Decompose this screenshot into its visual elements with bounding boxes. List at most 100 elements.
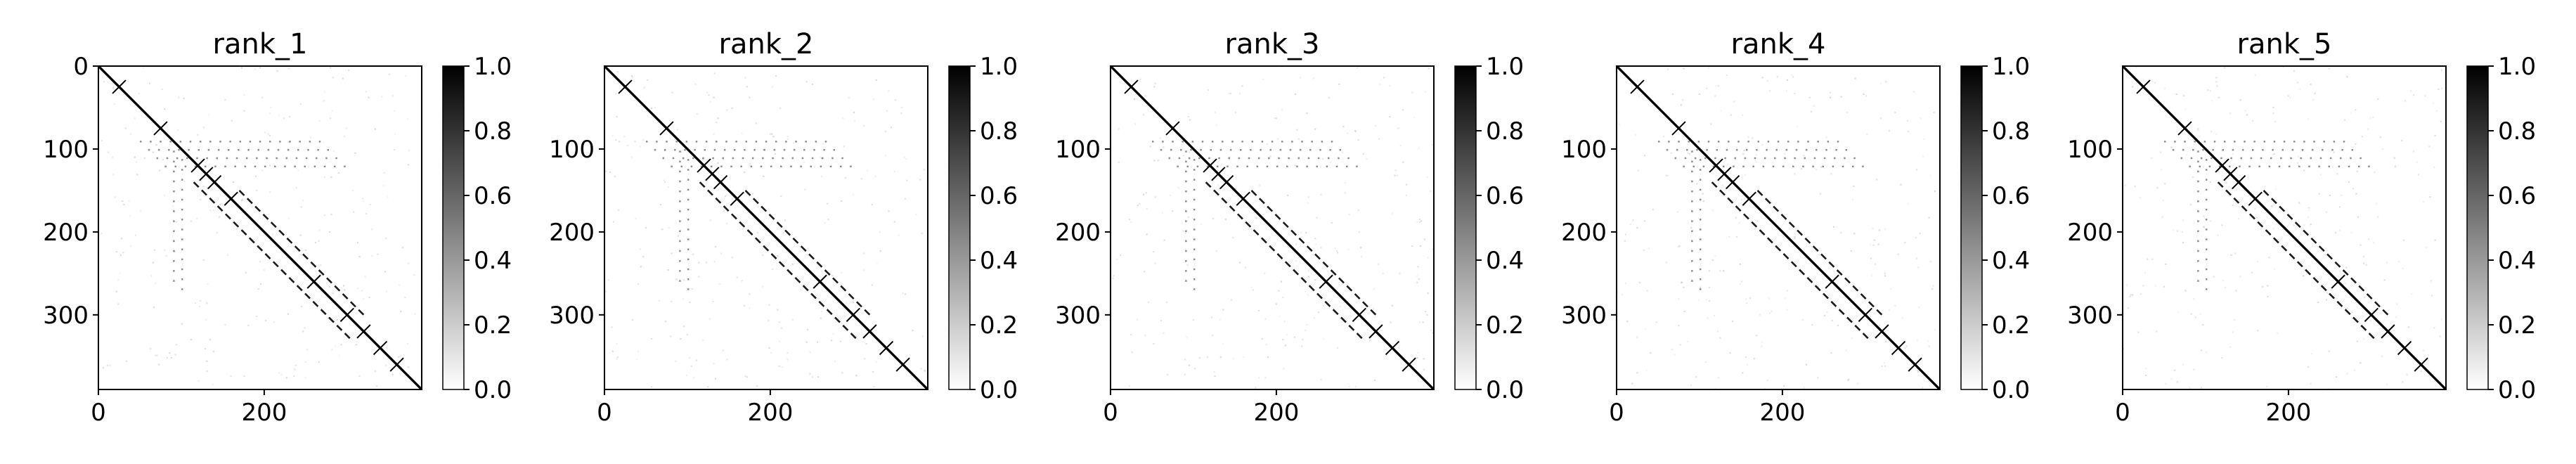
speckle-cell xyxy=(1322,304,1325,307)
sparse-cell xyxy=(1219,148,1222,151)
speckle-cell xyxy=(1158,160,1160,162)
speckle-cell xyxy=(2192,176,2194,179)
speckle-cell xyxy=(1897,253,1900,255)
speckle-cell xyxy=(261,96,264,98)
sparse-cell xyxy=(1170,148,1172,151)
colorbar-tick-label: 0.6 xyxy=(1486,182,1524,210)
speckle-cell xyxy=(876,262,879,264)
speckle-cell xyxy=(2185,154,2187,156)
speckle-cell xyxy=(1697,299,1700,301)
speckle-cell xyxy=(1257,309,1260,311)
speckle-cell xyxy=(741,132,743,134)
speckle-cell xyxy=(288,67,290,70)
speckle-cell xyxy=(1678,245,1680,248)
x-tick-label: 200 xyxy=(747,399,793,427)
sparse-cell xyxy=(1266,165,1269,168)
sparse-cell xyxy=(1763,157,1766,160)
sparse-cell xyxy=(1837,141,1839,143)
speckle-cell xyxy=(2401,139,2403,142)
sparse-cell xyxy=(760,165,763,168)
sparse-cell xyxy=(318,141,321,143)
sparse-cell xyxy=(1198,157,1200,160)
sparse-cell xyxy=(680,165,683,168)
speckle-cell xyxy=(2232,153,2234,155)
speckle-cell xyxy=(1172,210,1174,212)
sparse-cell xyxy=(2244,141,2246,143)
speckle-cell xyxy=(1416,357,1418,359)
speckle-cell xyxy=(2433,102,2435,105)
speckle-cell xyxy=(1716,330,1719,333)
colorbar-tick-label: 0.6 xyxy=(1992,182,2030,210)
y-tick-label: 300 xyxy=(1561,302,1607,330)
sparse-cell xyxy=(1328,157,1330,160)
speckle-cell xyxy=(276,70,278,72)
sparse-cell xyxy=(1268,157,1270,160)
speckle-cell xyxy=(1617,111,1619,114)
speckle-cell xyxy=(863,269,865,271)
speckle-cell xyxy=(1166,301,1168,304)
speckle-cell xyxy=(2368,238,2370,240)
speckle-cell xyxy=(1763,387,1766,389)
speckle-cell xyxy=(1884,272,1886,274)
y-tick-label: 200 xyxy=(1561,219,1607,247)
speckle-cell xyxy=(2365,264,2367,266)
sparse-cell xyxy=(1691,240,1693,243)
sparse-cell xyxy=(244,165,247,168)
speckle-cell xyxy=(1182,230,1184,232)
speckle-cell xyxy=(841,372,843,374)
sparse-cell xyxy=(1762,165,1765,168)
speckle-cell xyxy=(1378,138,1380,140)
speckle-cell xyxy=(175,221,177,223)
speckle-cell xyxy=(103,81,105,83)
sparse-cell xyxy=(1261,141,1264,143)
speckle-cell xyxy=(617,210,620,212)
sparse-cell xyxy=(780,165,782,168)
speckle-cell xyxy=(2124,184,2126,186)
x-tick-label: 200 xyxy=(2265,399,2311,427)
speckle-cell xyxy=(383,172,385,174)
speckle-cell xyxy=(637,283,640,285)
speckle-cell xyxy=(2221,150,2223,152)
speckle-cell xyxy=(751,193,754,195)
speckle-cell xyxy=(354,152,356,154)
speckle-cell xyxy=(714,378,717,380)
sparse-cell xyxy=(277,148,280,151)
speckle-cell xyxy=(288,217,290,220)
speckle-cell xyxy=(768,347,770,349)
speckle-cell xyxy=(1317,311,1320,314)
speckle-cell xyxy=(744,77,746,79)
sparse-cell xyxy=(1251,141,1254,143)
speckle-cell xyxy=(119,272,121,274)
off-diagonal-band xyxy=(1711,181,1870,341)
speckle-cell xyxy=(1354,386,1357,388)
speckle-cell xyxy=(2317,301,2319,304)
speckle-cell xyxy=(1744,174,1746,176)
speckle-cell xyxy=(1274,117,1276,120)
sparse-cell xyxy=(692,157,694,160)
speckle-cell xyxy=(2223,67,2226,69)
speckle-cell xyxy=(1682,99,1684,101)
speckle-cell xyxy=(1293,336,1295,338)
sparse-cell xyxy=(268,141,271,143)
speckle-cell xyxy=(2395,316,2397,318)
speckle-cell xyxy=(1139,202,1141,205)
x-tick-label: 0 xyxy=(1609,399,1624,427)
sparse-cell xyxy=(1168,157,1171,160)
sparse-cell xyxy=(1172,141,1174,143)
sparse-cell xyxy=(791,157,794,160)
speckle-cell xyxy=(1342,151,1344,153)
sparse-cell xyxy=(1678,141,1680,143)
speckle-cell xyxy=(365,91,367,93)
speckle-cell xyxy=(671,91,673,94)
speckle-cell xyxy=(1157,160,1159,162)
speckle-cell xyxy=(300,305,302,308)
speckle-cell xyxy=(736,276,738,278)
speckle-cell xyxy=(1761,345,1763,347)
speckle-cell xyxy=(1776,76,1778,78)
x-tick-label: 0 xyxy=(2115,399,2130,427)
sparse-cell xyxy=(1185,260,1187,262)
speckle-cell xyxy=(1645,328,1647,330)
sparse-cell xyxy=(2230,157,2232,160)
speckle-cell xyxy=(2363,337,2365,340)
speckle-cell xyxy=(1295,243,1297,245)
